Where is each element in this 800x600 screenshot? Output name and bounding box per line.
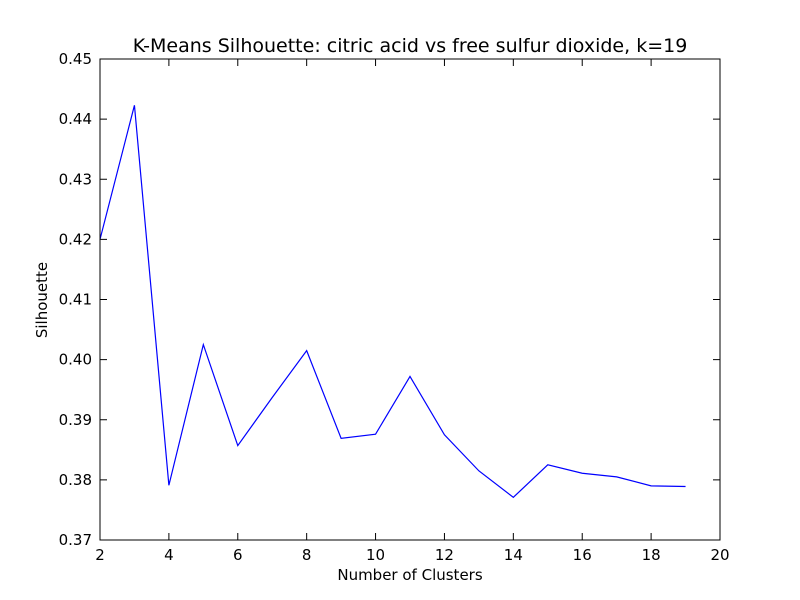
x-tick-label: 6 (233, 546, 243, 564)
plot-area: 2 4 6 8 10 12 14 16 18 20 0.37 0.38 0.39 0.40 0.41 0.42… (59, 50, 730, 564)
x-tick-label: 2 (95, 546, 105, 564)
y-axis-label: Silhouette (33, 262, 51, 338)
x-tick-label: 12 (435, 546, 454, 564)
y-tick-label: 0.42 (59, 230, 92, 248)
y-tick-label: 0.41 (59, 291, 92, 309)
x-tick-label: 20 (710, 546, 729, 564)
data-point (408, 374, 413, 379)
x-tick-label: 18 (642, 546, 661, 564)
data-point (235, 443, 240, 448)
x-axis-label: Number of Clusters (337, 566, 482, 584)
data-point (166, 483, 171, 488)
data-point (270, 395, 275, 400)
chart-title: K-Means Silhouette: citric acid vs free … (133, 35, 688, 57)
y-tick-label: 0.44 (59, 110, 92, 128)
data-point (545, 462, 550, 467)
data-point (476, 468, 481, 473)
y-tick-label: 0.39 (59, 411, 92, 429)
x-tick-label: 16 (573, 546, 592, 564)
data-point (649, 483, 654, 488)
data-point (132, 103, 137, 108)
data-point (304, 348, 309, 353)
data-point (201, 342, 206, 347)
y-tick-label: 0.45 (59, 50, 92, 68)
y-tick-label: 0.40 (59, 351, 92, 369)
x-tick-label: 8 (302, 546, 312, 564)
data-point (511, 495, 516, 500)
y-tick-label: 0.38 (59, 471, 92, 489)
x-tick-label: 4 (164, 546, 174, 564)
y-tick-label: 0.37 (59, 531, 92, 549)
data-point (580, 471, 585, 476)
data-point (442, 432, 447, 437)
x-tick-label: 10 (366, 546, 385, 564)
series-line-0 (99, 105, 686, 499)
data-point (683, 484, 688, 489)
data-point (614, 474, 619, 479)
y-tick-label: 0.43 (59, 170, 92, 188)
data-point (373, 432, 378, 437)
data-point (339, 436, 344, 441)
x-tick-label: 14 (504, 546, 523, 564)
